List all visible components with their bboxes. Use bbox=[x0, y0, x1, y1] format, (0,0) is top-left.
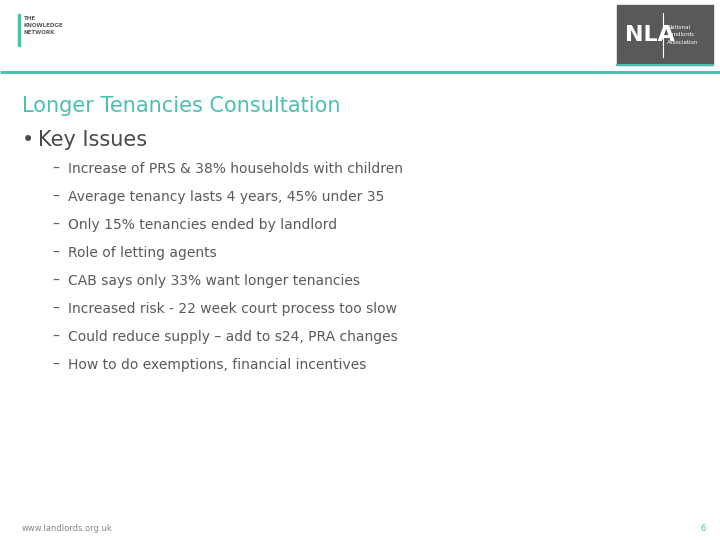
Text: •: • bbox=[22, 130, 35, 150]
Text: –: – bbox=[52, 218, 59, 232]
Text: –: – bbox=[52, 162, 59, 176]
Text: –: – bbox=[52, 358, 59, 372]
Text: Role of letting agents: Role of letting agents bbox=[68, 246, 217, 260]
Text: –: – bbox=[52, 330, 59, 344]
Text: www.landlords.org.uk: www.landlords.org.uk bbox=[22, 524, 113, 533]
Text: NLA: NLA bbox=[625, 25, 675, 45]
Text: Increased risk - 22 week court process too slow: Increased risk - 22 week court process t… bbox=[68, 302, 397, 316]
Text: Average tenancy lasts 4 years, 45% under 35: Average tenancy lasts 4 years, 45% under… bbox=[68, 190, 384, 204]
Text: National
Landlords
Association: National Landlords Association bbox=[667, 25, 698, 45]
Text: –: – bbox=[52, 190, 59, 204]
Text: CAB says only 33% want longer tenancies: CAB says only 33% want longer tenancies bbox=[68, 274, 360, 288]
Text: 6: 6 bbox=[701, 524, 706, 533]
Text: Key Issues: Key Issues bbox=[38, 130, 147, 150]
Text: Only 15% tenancies ended by landlord: Only 15% tenancies ended by landlord bbox=[68, 218, 337, 232]
Text: How to do exemptions, financial incentives: How to do exemptions, financial incentiv… bbox=[68, 358, 366, 372]
Bar bbox=[617, 5, 713, 65]
Text: –: – bbox=[52, 246, 59, 260]
Text: Increase of PRS & 38% households with children: Increase of PRS & 38% households with ch… bbox=[68, 162, 403, 176]
Bar bbox=[18, 14, 20, 46]
Text: –: – bbox=[52, 302, 59, 316]
Text: THE
KNOWLEDGE
NETWORK: THE KNOWLEDGE NETWORK bbox=[24, 16, 63, 35]
Text: Could reduce supply – add to s24, PRA changes: Could reduce supply – add to s24, PRA ch… bbox=[68, 330, 397, 344]
Text: –: – bbox=[52, 274, 59, 288]
Text: Longer Tenancies Consultation: Longer Tenancies Consultation bbox=[22, 96, 341, 116]
